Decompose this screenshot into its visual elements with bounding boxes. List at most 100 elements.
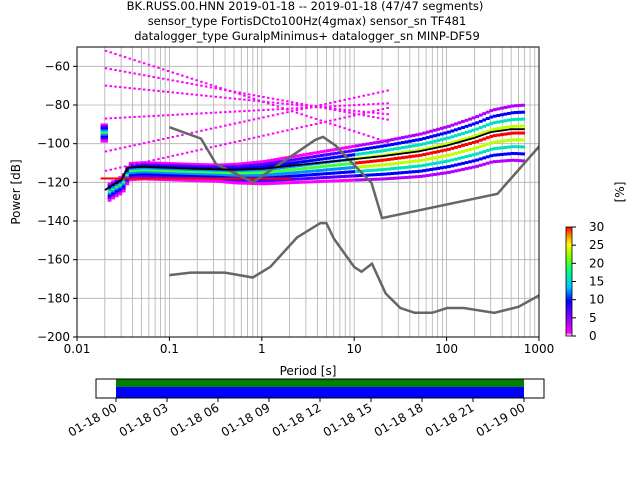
heatmap-cell xyxy=(152,114,155,117)
heatmap-cell xyxy=(290,128,294,131)
heatmap-cell xyxy=(128,57,132,60)
heatmap-cell xyxy=(228,142,232,145)
heatmap-cell xyxy=(454,157,458,161)
heatmap-cell xyxy=(478,132,483,136)
heatmap-cell xyxy=(309,152,313,156)
heatmap-cell xyxy=(432,139,437,143)
heatmap-cell xyxy=(128,145,132,148)
heatmap-cell xyxy=(238,162,243,166)
heatmap-cell xyxy=(118,188,123,192)
heatmap-cell xyxy=(362,103,366,106)
heatmap-cell xyxy=(206,171,211,175)
heatmap-cell xyxy=(142,62,146,65)
heatmap-cell xyxy=(496,107,501,111)
heatmap-cell xyxy=(507,152,511,156)
heatmap-cell xyxy=(295,127,299,130)
heatmap-cell xyxy=(214,145,218,148)
heatmap-cell xyxy=(305,107,308,110)
heatmap-cell xyxy=(295,111,299,114)
heatmap-cell xyxy=(157,177,161,180)
heatmap-cell xyxy=(213,165,218,169)
heatmap-cell xyxy=(104,123,108,127)
heatmap-cell xyxy=(443,125,448,129)
heatmap-cell xyxy=(344,178,349,182)
heatmap-cell xyxy=(454,128,458,132)
heatmap-cell xyxy=(135,167,140,171)
heatmap-cell xyxy=(305,170,310,174)
heatmap-cell xyxy=(316,150,321,154)
heatmap-cell xyxy=(200,84,203,87)
heatmap-cell xyxy=(185,162,190,166)
heatmap-cell xyxy=(492,153,497,157)
heatmap-cell xyxy=(128,161,133,165)
heatmap-cell xyxy=(160,167,165,171)
heatmap-cell xyxy=(256,168,260,172)
heatmap-cell xyxy=(238,93,241,96)
heatmap-cell xyxy=(475,121,480,125)
heatmap-cell xyxy=(461,167,465,171)
heatmap-cell xyxy=(450,146,455,150)
heatmap-cell xyxy=(338,117,342,120)
heatmap-cell xyxy=(436,150,441,154)
colorbar-tick-label: 5 xyxy=(589,311,597,325)
time-tick-label: 01-18 15 xyxy=(321,400,375,439)
heatmap-cell xyxy=(257,109,260,112)
heatmap-cell xyxy=(471,147,476,151)
heatmap-cell xyxy=(514,131,518,135)
heatmap-cell xyxy=(397,136,402,140)
heatmap-cell xyxy=(344,170,349,174)
heatmap-cell xyxy=(330,179,335,183)
series-line-mode xyxy=(104,128,525,191)
heatmap-cell xyxy=(181,170,186,174)
heatmap-cell xyxy=(200,94,203,97)
heatmap-cell xyxy=(214,87,218,90)
colorbar-tick-label: 10 xyxy=(589,293,604,307)
heatmap-cell xyxy=(252,160,257,164)
heatmap-cell xyxy=(270,179,275,183)
heatmap-cell xyxy=(351,165,356,169)
heatmap-cell xyxy=(326,156,331,160)
heatmap-cell xyxy=(118,192,123,196)
heatmap-cell xyxy=(496,159,501,163)
heatmap-cell xyxy=(227,177,232,180)
heatmap-cell xyxy=(298,177,303,181)
heatmap-cell xyxy=(160,178,165,182)
heatmap-cell xyxy=(294,180,299,184)
heatmap-cell xyxy=(107,192,112,196)
y-tick-label: −120 xyxy=(37,175,70,189)
heatmap-cell xyxy=(471,153,476,157)
heatmap-cell xyxy=(152,75,155,78)
heatmap-cell xyxy=(464,136,469,140)
heatmap-cell xyxy=(432,156,437,160)
time-tick-label: 01-18 18 xyxy=(372,400,426,439)
heatmap-cell xyxy=(287,162,292,166)
heatmap-cell xyxy=(400,166,405,170)
colorbar-tick-label: 30 xyxy=(589,220,604,234)
heatmap-cell xyxy=(514,117,518,121)
heatmap-cell xyxy=(386,172,391,176)
heatmap-cell xyxy=(436,127,441,131)
heatmap-cell xyxy=(415,175,419,179)
heatmap-cell xyxy=(357,110,361,113)
heatmap-cell xyxy=(267,108,270,111)
heatmap-cell xyxy=(343,127,346,130)
heatmap-cell xyxy=(178,168,183,172)
heatmap-cell xyxy=(305,103,308,106)
heatmap-cell xyxy=(400,141,405,145)
heatmap-cell xyxy=(266,182,271,186)
heatmap-cell xyxy=(245,164,250,168)
heatmap-cell xyxy=(287,171,292,175)
heatmap-cell xyxy=(273,166,278,170)
heatmap-cell xyxy=(176,153,179,156)
heatmap-cell xyxy=(510,118,515,122)
heatmap-cell xyxy=(305,156,310,160)
heatmap-cell xyxy=(276,98,280,101)
heatmap-cell xyxy=(224,165,229,169)
heatmap-cell xyxy=(450,164,455,168)
heatmap-cell xyxy=(128,87,132,90)
heatmap-cell xyxy=(514,152,518,156)
heatmap-cell xyxy=(280,177,285,180)
heatmap-cell xyxy=(521,159,525,163)
heatmap-cell xyxy=(330,148,335,152)
heatmap-cell xyxy=(450,170,455,174)
